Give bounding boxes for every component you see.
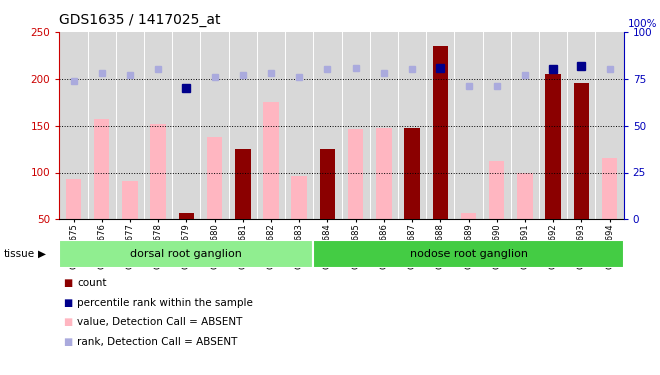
Text: tissue: tissue xyxy=(3,249,34,259)
Text: nodose root ganglion: nodose root ganglion xyxy=(409,249,527,259)
Bar xyxy=(489,161,504,219)
Text: ■: ■ xyxy=(63,298,72,307)
Bar xyxy=(405,128,420,219)
Text: dorsal root ganglion: dorsal root ganglion xyxy=(131,249,242,259)
Bar xyxy=(314,240,624,268)
Bar xyxy=(122,181,138,219)
Bar xyxy=(263,102,279,219)
Text: 100%: 100% xyxy=(628,19,657,29)
Bar xyxy=(432,46,448,219)
Text: rank, Detection Call = ABSENT: rank, Detection Call = ABSENT xyxy=(77,337,238,346)
Bar xyxy=(59,240,314,268)
Text: value, Detection Call = ABSENT: value, Detection Call = ABSENT xyxy=(77,317,243,327)
Bar xyxy=(235,149,251,219)
Bar xyxy=(348,129,364,219)
Bar xyxy=(207,137,222,219)
Bar xyxy=(292,176,307,219)
Bar xyxy=(150,124,166,219)
Text: ▶: ▶ xyxy=(38,249,46,259)
Bar xyxy=(66,179,81,219)
Bar xyxy=(545,74,561,219)
Bar xyxy=(179,213,194,219)
Bar xyxy=(574,84,589,219)
Bar xyxy=(319,149,335,219)
Bar xyxy=(94,119,110,219)
Text: ■: ■ xyxy=(63,337,72,346)
Bar xyxy=(461,213,477,219)
Bar xyxy=(602,158,617,219)
Text: ■: ■ xyxy=(63,278,72,288)
Bar xyxy=(517,172,533,219)
Bar xyxy=(376,128,391,219)
Text: ■: ■ xyxy=(63,317,72,327)
Text: percentile rank within the sample: percentile rank within the sample xyxy=(77,298,253,307)
Text: count: count xyxy=(77,278,107,288)
Text: GDS1635 / 1417025_at: GDS1635 / 1417025_at xyxy=(59,13,221,27)
